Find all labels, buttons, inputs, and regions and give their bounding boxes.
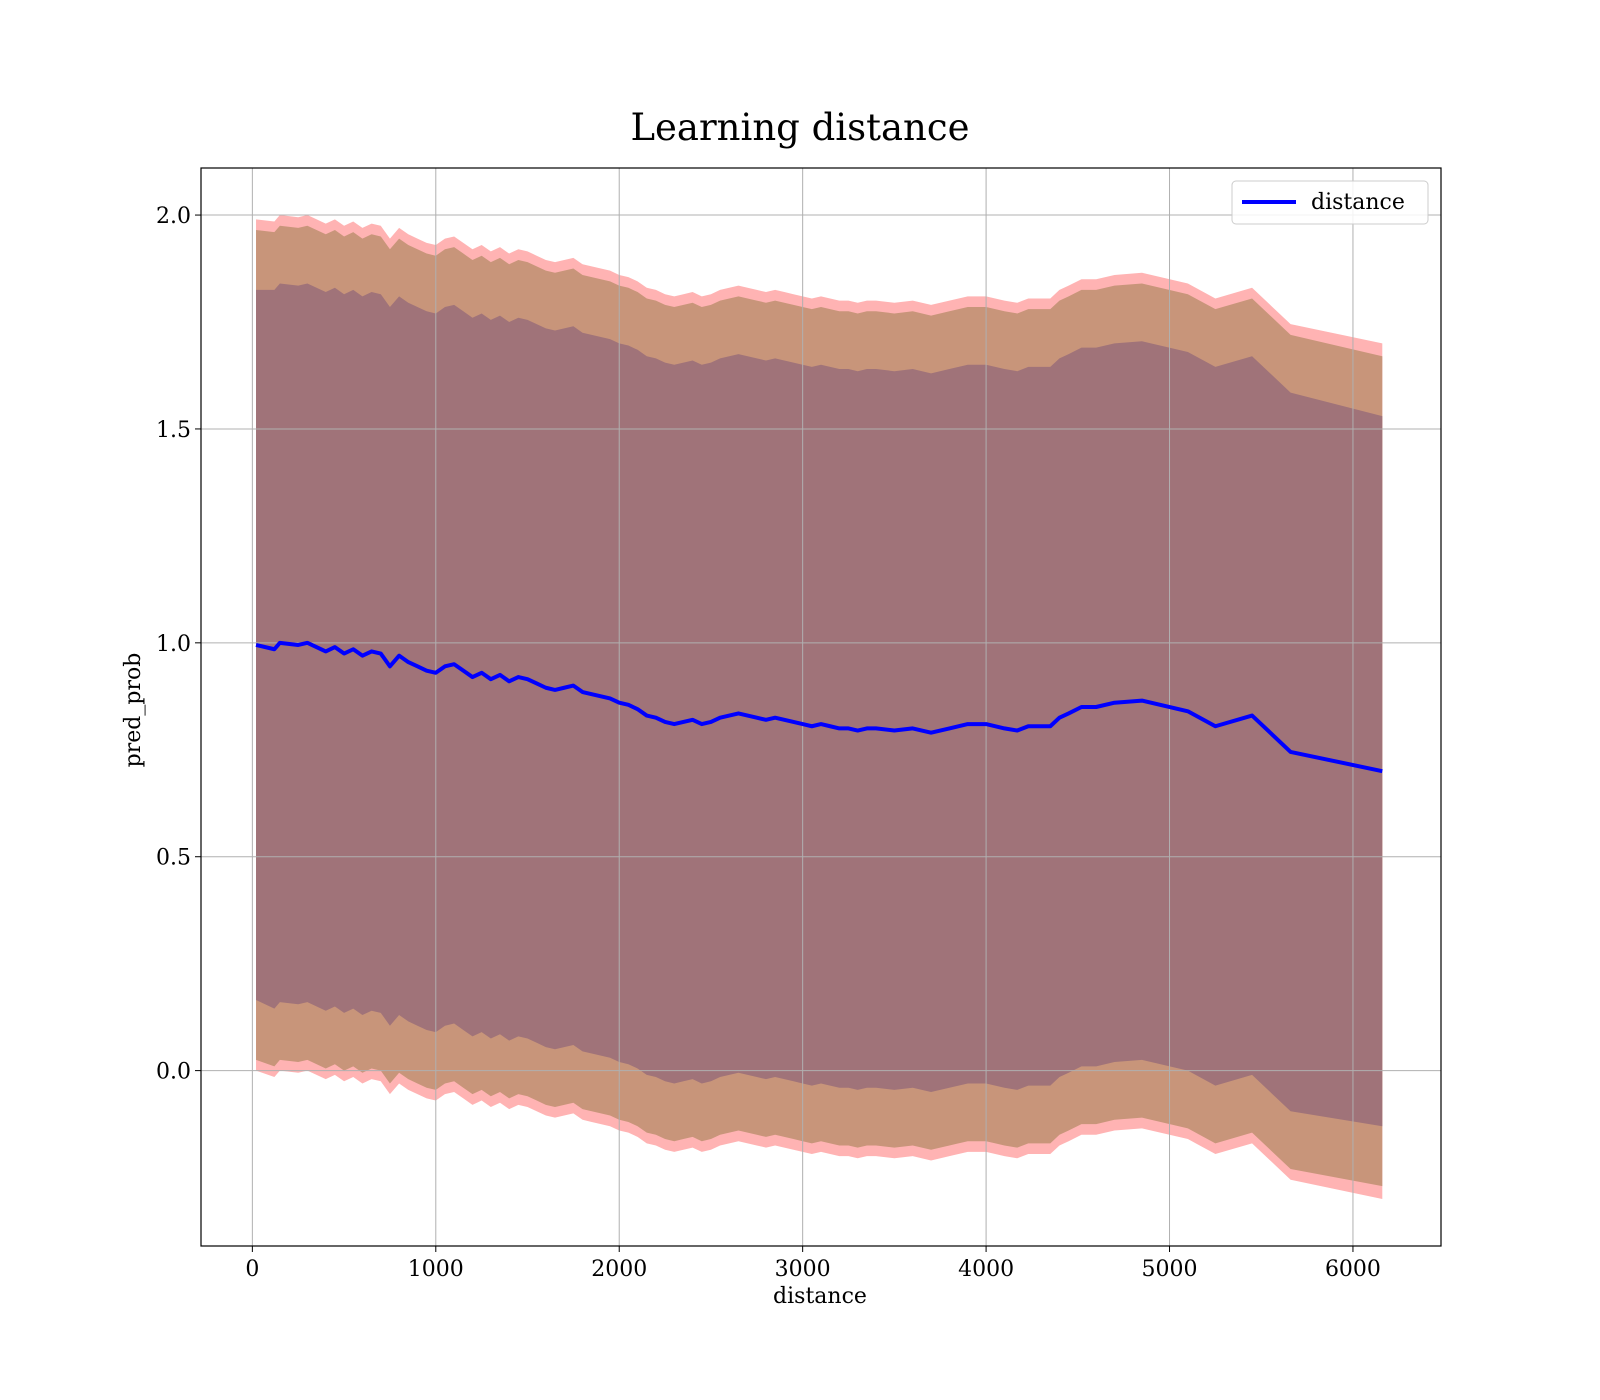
y-tick-label: 1.5 (156, 418, 191, 443)
x-tick-label: 1000 (408, 1257, 464, 1282)
legend: distance (1231, 180, 1429, 225)
y-tick-label: 0.5 (156, 846, 191, 871)
y-axis-label: pred_prob (121, 653, 146, 768)
plot-frame (200, 167, 1442, 1247)
y-tick-label: 0.0 (156, 1060, 191, 1085)
y-tick-label: 2.0 (156, 204, 191, 229)
chart-title: Learning distance (630, 106, 969, 149)
legend-box (1231, 180, 1429, 225)
series-lines (255, 640, 1383, 774)
x-tick-label: 6000 (1325, 1257, 1381, 1282)
x-axis-label: distance (773, 1284, 867, 1309)
x-tick-label: 4000 (958, 1257, 1014, 1282)
x-axis-ticks: 0 1000 2000 3000 4000 5000 6000 (245, 1246, 1381, 1282)
series-line-distance (255, 640, 1383, 774)
y-tick-label: 1.0 (156, 632, 191, 657)
y-axis-ticks: 0.0 0.5 1.0 1.5 2.0 (156, 204, 201, 1085)
grid-lines (201, 168, 1441, 1246)
band-inner (256, 283, 1383, 1127)
plot-area (200, 167, 1442, 1247)
x-tick-label: 3000 (775, 1257, 831, 1282)
x-tick-label: 0 (245, 1257, 259, 1282)
legend-label-distance: distance (1311, 190, 1405, 215)
x-tick-label: 5000 (1142, 1257, 1198, 1282)
x-tick-label: 2000 (591, 1257, 647, 1282)
confidence-bands (256, 215, 1383, 1199)
